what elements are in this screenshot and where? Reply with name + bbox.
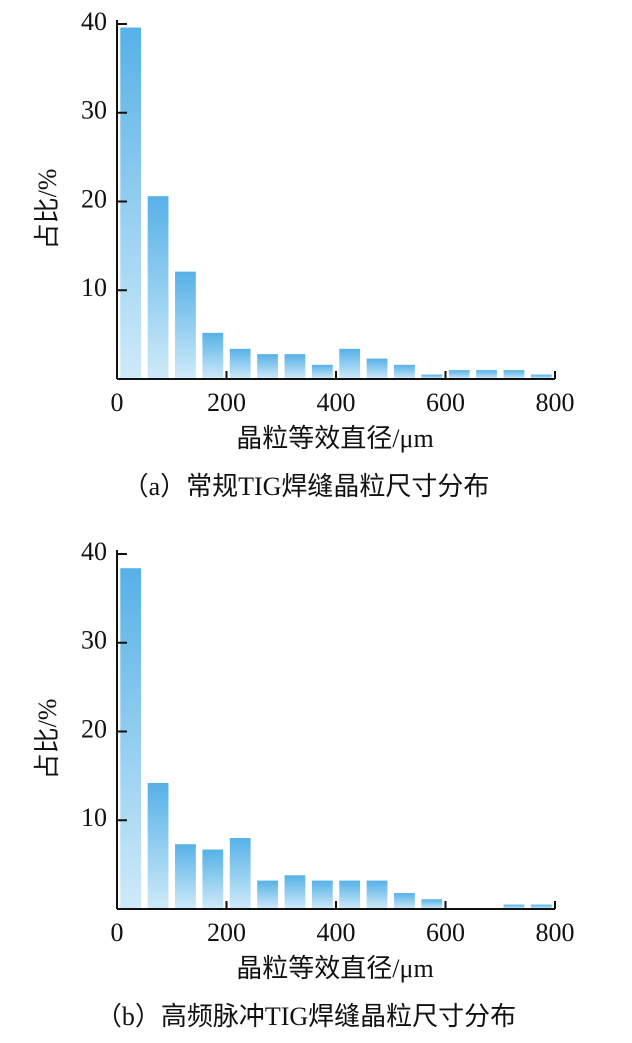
bar	[147, 196, 169, 379]
bar	[339, 880, 361, 909]
bar	[394, 893, 415, 909]
bar	[229, 348, 251, 379]
bar	[175, 271, 196, 379]
x-tick-label: 200	[207, 388, 246, 417]
x-tick-label: 0	[111, 388, 124, 417]
x-tick-label: 600	[426, 918, 465, 947]
bar	[202, 849, 224, 909]
y-tick-label: 20	[81, 184, 107, 213]
y-axis-label: 占比/%	[33, 169, 62, 250]
x-tick-label: 800	[536, 388, 575, 417]
y-tick-label: 10	[81, 273, 107, 302]
y-tick-label: 30	[81, 96, 107, 125]
y-tick-label: 40	[81, 7, 107, 36]
caption: （a）常规TIG焊缝晶粒尺寸分布	[123, 472, 490, 501]
bar	[394, 364, 415, 379]
x-axis-label: 晶粒等效直径/μm	[236, 424, 433, 453]
bar	[366, 358, 388, 379]
x-axis-label: 晶粒等效直径/μm	[236, 954, 433, 983]
x-tick-label: 600	[426, 388, 465, 417]
bar	[448, 370, 470, 379]
caption: （b）高频脉冲TIG焊缝晶粒尺寸分布	[96, 1002, 516, 1031]
bar	[120, 27, 142, 380]
x-tick-label: 0	[111, 918, 124, 947]
bar	[202, 332, 224, 379]
bar	[476, 370, 497, 379]
x-tick-label: 200	[207, 918, 246, 947]
bar	[339, 348, 361, 379]
x-tick-label: 400	[317, 918, 356, 947]
bar	[229, 838, 251, 909]
bar	[503, 370, 525, 379]
bar	[284, 875, 306, 909]
x-tick-label: 800	[536, 918, 575, 947]
bar	[257, 354, 278, 379]
bar	[530, 374, 552, 379]
y-tick-label: 10	[81, 803, 107, 832]
bar	[530, 904, 552, 909]
y-tick-label: 30	[81, 626, 107, 655]
bar	[311, 364, 333, 379]
bar	[503, 904, 525, 909]
bar	[421, 374, 443, 379]
bar	[421, 899, 443, 909]
bar	[120, 568, 142, 909]
bar	[175, 844, 196, 909]
x-tick-label: 400	[317, 388, 356, 417]
y-axis-label: 占比/%	[33, 699, 62, 780]
bar	[284, 354, 306, 379]
bar	[366, 880, 388, 909]
bar	[311, 880, 333, 909]
y-tick-label: 20	[81, 714, 107, 743]
y-tick-label: 40	[81, 537, 107, 566]
bar	[147, 782, 169, 909]
bar	[257, 880, 278, 909]
